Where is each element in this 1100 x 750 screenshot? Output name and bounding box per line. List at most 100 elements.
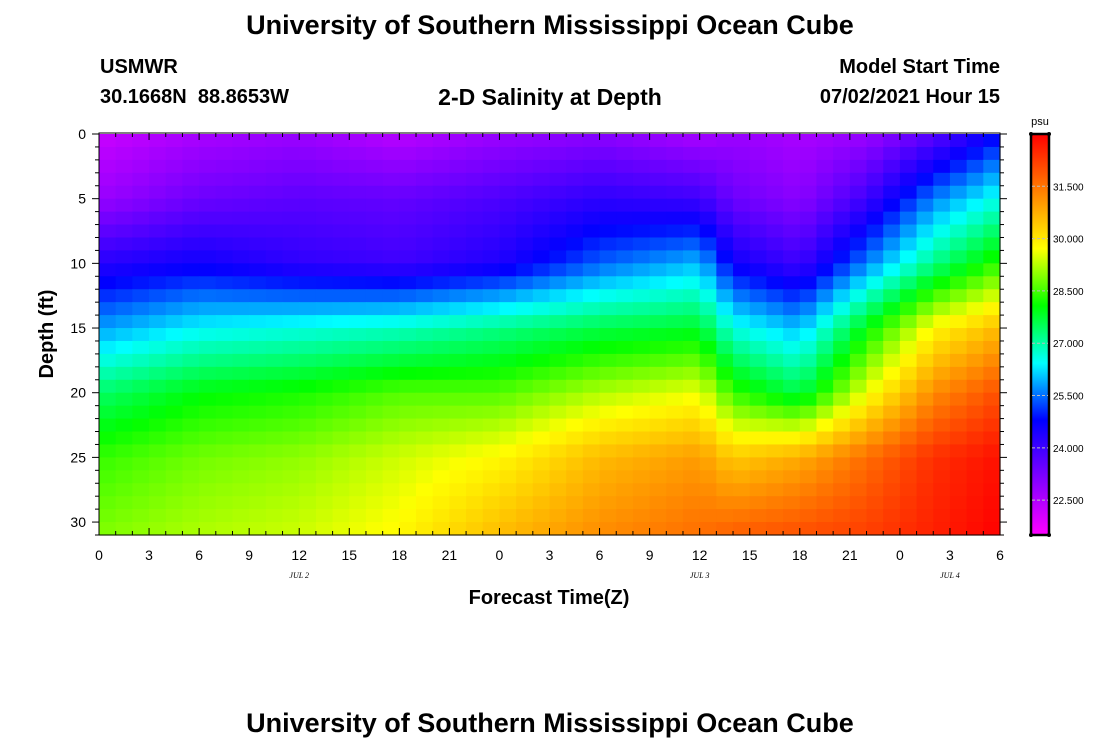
heatmap-cell: [165, 431, 184, 446]
heatmap-cell: [349, 328, 367, 342]
heatmap-cell: [599, 353, 617, 368]
heatmap-cell: [749, 418, 768, 433]
heatmap-cell: [749, 470, 768, 484]
heatmap-cell: [916, 509, 934, 523]
heatmap-cell: [282, 340, 300, 355]
heatmap-cell: [165, 328, 184, 342]
heatmap-cell: [632, 224, 651, 239]
heatmap-cell: [215, 457, 234, 471]
heatmap-cell: [616, 198, 634, 213]
heatmap-cell: [532, 457, 551, 471]
heatmap-cell: [365, 302, 384, 316]
heatmap-cell: [699, 224, 717, 239]
heatmap-cell: [582, 250, 601, 264]
heatmap-cell: [516, 146, 534, 161]
heatmap-cell: [883, 159, 901, 174]
heatmap-cell: [833, 509, 851, 523]
heatmap-cell: [232, 211, 250, 226]
heatmap-cell: [382, 405, 400, 420]
heatmap-cell: [799, 185, 818, 200]
heatmap-cell: [532, 444, 551, 458]
heatmap-cell: [232, 198, 250, 213]
heatmap-cell: [883, 444, 901, 458]
heatmap-cell: [249, 185, 267, 200]
heatmap-cell: [382, 224, 400, 239]
heatmap-cell: [582, 431, 601, 446]
heatmap-cell: [783, 457, 801, 471]
heatmap-cell: [499, 366, 517, 381]
heatmap-cell: [299, 237, 317, 252]
heatmap-cell: [733, 392, 751, 407]
heatmap-cell: [699, 159, 717, 174]
heatmap-cell: [199, 211, 217, 226]
heatmap-cell: [582, 315, 601, 329]
heatmap-cell: [816, 146, 834, 161]
heatmap-cell: [265, 470, 284, 484]
heatmap-cell: [949, 392, 968, 407]
heatmap-cell: [365, 353, 384, 368]
colorbar-tick-label: 27.000: [1053, 339, 1084, 350]
heatmap-cell: [115, 457, 133, 471]
heatmap-cell: [866, 366, 884, 381]
heatmap-cell: [916, 418, 934, 433]
heatmap-cell: [499, 405, 517, 420]
heatmap-cell: [933, 379, 951, 394]
heatmap-cell: [933, 302, 951, 316]
heatmap-cell: [833, 198, 851, 213]
heatmap-cell: [749, 379, 768, 394]
x-tick-label: 3: [546, 547, 554, 563]
heatmap-cell: [549, 302, 567, 316]
heatmap-cell: [265, 146, 284, 161]
heatmap-cell: [282, 211, 300, 226]
heatmap-cell: [416, 211, 434, 226]
heatmap-cell: [566, 276, 584, 290]
heatmap-cell: [849, 418, 868, 433]
heatmap-cell: [265, 483, 284, 497]
heatmap-cell: [482, 237, 501, 252]
heatmap-cell: [566, 328, 584, 342]
heatmap-cell: [532, 509, 551, 523]
heatmap-cell: [265, 159, 284, 174]
heatmap-cell: [632, 185, 651, 200]
heatmap-cell: [499, 509, 517, 523]
heatmap-cell: [799, 392, 818, 407]
heatmap-cell: [199, 276, 217, 290]
heatmap-cell: [766, 366, 784, 381]
heatmap-cell: [899, 134, 918, 148]
heatmap-cell: [482, 470, 501, 484]
heatmap-cell: [916, 340, 934, 355]
heatmap-cell: [649, 353, 667, 368]
heatmap-cell: [632, 159, 651, 174]
heatmap-cell: [149, 457, 167, 471]
heatmap-cell: [532, 366, 551, 381]
heatmap-cell: [816, 340, 834, 355]
heatmap-cell: [449, 237, 467, 252]
heatmap-cell: [582, 185, 601, 200]
heatmap-cell: [249, 392, 267, 407]
heatmap-cell: [382, 470, 400, 484]
heatmap-cell: [299, 315, 317, 329]
heatmap-cell: [165, 276, 184, 290]
heatmap-cell: [549, 496, 567, 510]
heatmap-cell: [716, 289, 734, 303]
heatmap-cell: [599, 392, 617, 407]
heatmap-cell: [182, 185, 200, 200]
heatmap-cell: [849, 405, 868, 420]
heatmap-cell: [232, 509, 250, 523]
x-tick-label: 21: [842, 547, 858, 563]
heatmap-cell: [382, 444, 400, 458]
heatmap-cell: [215, 483, 234, 497]
heatmap-cell: [332, 418, 350, 433]
heatmap-cell: [249, 353, 267, 368]
heatmap-cell: [666, 237, 684, 252]
heatmap-cell: [115, 276, 133, 290]
heatmap-cell: [232, 237, 250, 252]
heatmap-cell: [549, 263, 567, 277]
heatmap-cell: [716, 405, 734, 420]
heatmap-cell: [699, 198, 717, 213]
heatmap-cell: [299, 522, 317, 536]
heatmap-cell: [566, 496, 584, 510]
heatmap-cell: [549, 431, 567, 446]
heatmap-cell: [566, 159, 584, 174]
heatmap-cell: [866, 146, 884, 161]
